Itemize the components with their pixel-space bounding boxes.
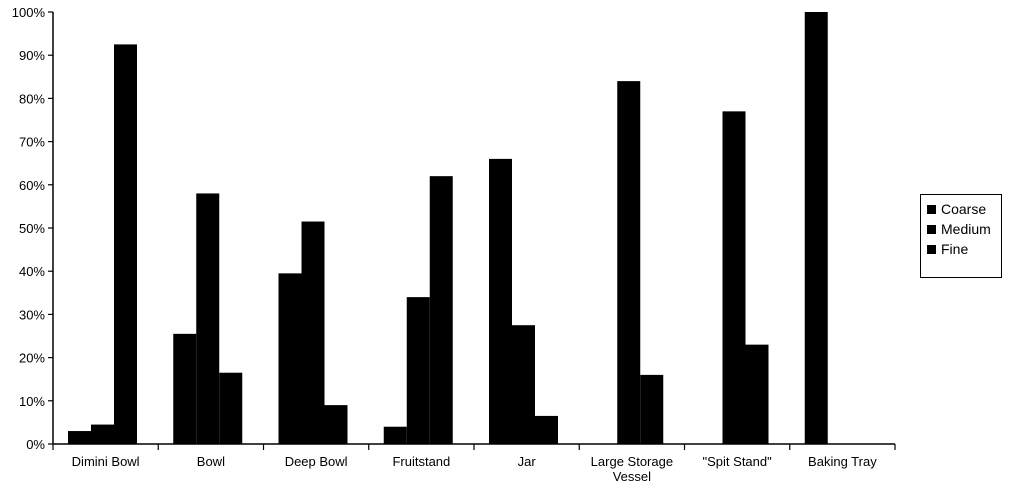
legend-label-medium: Medium xyxy=(941,221,991,237)
bar-fine-2 xyxy=(324,405,348,444)
y-tick-label: 80% xyxy=(19,91,45,106)
bar-fine-5 xyxy=(640,374,664,444)
y-tick-label: 60% xyxy=(19,178,45,193)
bar-medium-3 xyxy=(406,297,430,444)
x-tick-label: Large Storage Vessel xyxy=(591,454,673,484)
x-tick-label: "Spit Stand" xyxy=(703,454,773,469)
y-tick-label: 30% xyxy=(19,307,45,322)
y-tick-label: 0% xyxy=(26,437,45,452)
legend-label-fine: Fine xyxy=(941,241,969,257)
bar-coarse-1 xyxy=(173,333,197,444)
x-tick-label: Jar xyxy=(518,454,537,469)
x-tick-label: Bowl xyxy=(197,454,225,469)
x-tick-label: Baking Tray xyxy=(808,454,877,469)
bar-fine-4 xyxy=(535,415,558,444)
y-tick-label: 50% xyxy=(19,221,45,236)
bar-coarse-3 xyxy=(383,426,407,444)
bar-medium-4 xyxy=(512,325,535,444)
y-tick-label: 100% xyxy=(12,5,46,20)
y-tick-label: 10% xyxy=(19,394,45,409)
bar-coarse-4 xyxy=(489,158,512,444)
y-axis-tick-labels: 0% 10% 20% 30% 40% 50% 60% 70% 80% 90% 100% xyxy=(12,5,46,452)
bar-coarse-2 xyxy=(278,273,302,444)
bar-coarse-7 xyxy=(804,12,828,444)
bar-fine-3 xyxy=(429,176,453,444)
x-axis-ticks xyxy=(52,444,896,450)
y-axis-ticks xyxy=(48,11,53,445)
bar-medium-0 xyxy=(91,424,114,444)
y-tick-label: 70% xyxy=(19,135,45,150)
x-tick-label: Dimini Bowl xyxy=(72,454,140,469)
legend: Coarse Medium Fine xyxy=(920,194,1002,278)
legend-item-fine: Fine xyxy=(927,239,1001,259)
legend-label-coarse: Coarse xyxy=(941,201,987,217)
legend-swatch-coarse xyxy=(927,204,936,214)
y-tick-label: 90% xyxy=(19,48,45,63)
bar-medium-5 xyxy=(617,81,641,445)
legend-item-coarse: Coarse xyxy=(927,199,1001,219)
x-tick-label: Deep Bowl xyxy=(285,454,348,469)
legend-swatch-medium xyxy=(927,224,936,234)
x-axis-tick-labels: Dimini Bowl Bowl Deep Bowl Fruitstand Jar Lar… xyxy=(72,454,878,484)
bar-medium-6 xyxy=(722,111,746,445)
legend-swatch-fine xyxy=(927,244,936,254)
bar-medium-1 xyxy=(196,193,220,444)
bar-fine-1 xyxy=(219,372,243,444)
x-tick-label: Fruitstand xyxy=(392,454,450,469)
bar-group xyxy=(68,12,828,445)
legend-item-medium: Medium xyxy=(927,219,1001,239)
y-tick-label: 40% xyxy=(19,264,45,279)
bar-fine-0 xyxy=(114,44,137,445)
bar-fine-6 xyxy=(745,344,769,444)
bar-coarse-0 xyxy=(68,431,91,444)
y-tick-label: 20% xyxy=(19,351,45,366)
bar-medium-2 xyxy=(301,221,325,444)
